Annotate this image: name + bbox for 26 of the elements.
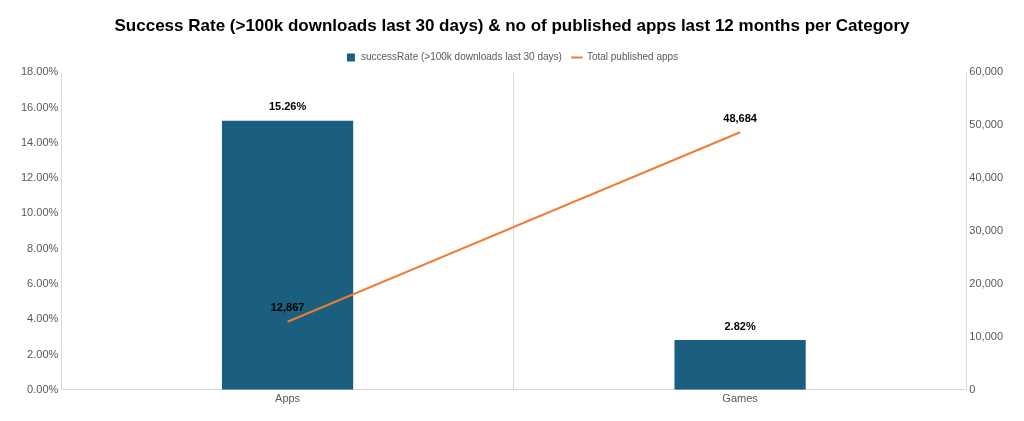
y-tick-label: 12.00%	[21, 171, 59, 184]
legend-label: Total published apps	[586, 51, 679, 63]
y-tick-label: 2.00%	[27, 347, 59, 360]
y2-tick-label: 0	[969, 382, 976, 395]
y-tick-label: 18.00%	[21, 65, 59, 78]
y2-tick-label: 50,000	[969, 118, 1004, 131]
data-label: 48,684	[723, 111, 758, 124]
y2-tick-label: 30,000	[969, 224, 1004, 237]
y-tick-label: 10.00%	[21, 206, 59, 219]
y-tick-label: 4.00%	[27, 312, 59, 325]
data-label: 2.82%	[724, 319, 756, 332]
y-tick-label: 0.00%	[27, 382, 59, 395]
x-tick-label: Apps	[275, 392, 301, 405]
x-tick-label: Games	[722, 392, 759, 405]
y2-tick-label: 10,000	[969, 329, 1004, 342]
y-tick-label: 16.00%	[21, 100, 59, 113]
y2-tick-label: 40,000	[969, 171, 1004, 184]
y-tick-label: 14.00%	[21, 135, 59, 148]
y-tick-label: 6.00%	[27, 277, 59, 290]
data-label: 12,867	[270, 301, 305, 314]
chart-title: Success Rate (>100k downloads last 30 days) & no of published apps last 12 months per Category	[114, 15, 911, 35]
y2-tick-label: 20,000	[969, 277, 1004, 290]
y-tick-label: 8.00%	[27, 241, 59, 254]
data-label: 15.26%	[268, 100, 307, 113]
y2-tick-label: 60,000	[969, 65, 1004, 78]
legend-label: successRate (>100k downloads last 30 days)	[360, 51, 562, 63]
